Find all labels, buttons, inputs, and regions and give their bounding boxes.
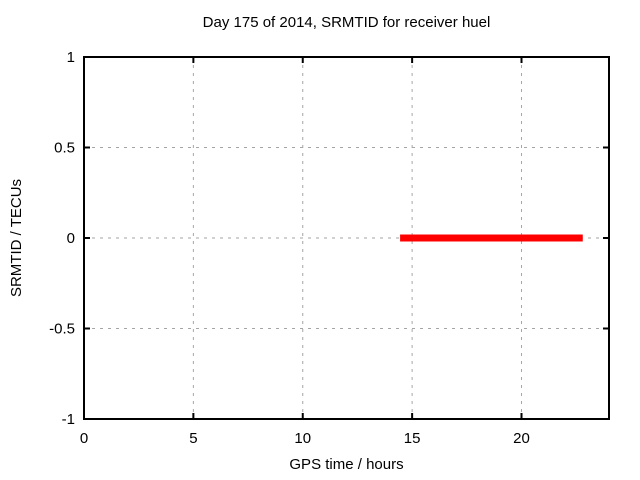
- y-tick-label: -0.5: [49, 321, 75, 338]
- x-tick-label: 5: [189, 430, 197, 447]
- y-tick-label: -1: [62, 411, 75, 428]
- x-tick-label: 15: [404, 430, 421, 447]
- y-axis-label: SRMTID / TECUs: [8, 178, 25, 298]
- x-tick-label: 0: [80, 430, 88, 447]
- y-tick-label: 0.5: [54, 140, 75, 157]
- x-axis-label: GPS time / hours: [289, 456, 404, 473]
- y-tick-label: 1: [67, 49, 75, 66]
- x-tick-label: 10: [294, 430, 311, 447]
- x-tick-label: 20: [513, 430, 530, 447]
- y-tick-label: 0: [67, 230, 75, 247]
- chart-title: Day 175 of 2014, SRMTID for receiver hue…: [202, 14, 491, 31]
